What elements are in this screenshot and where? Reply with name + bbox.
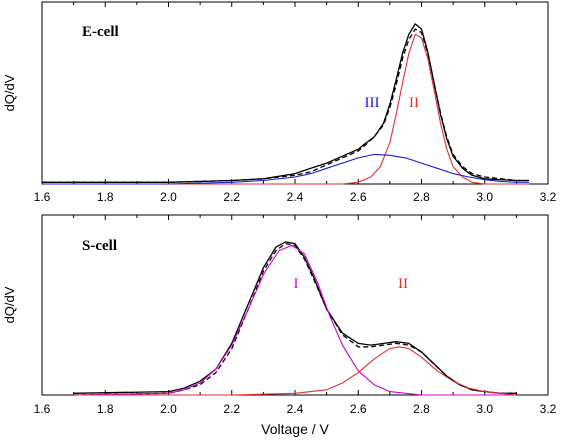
x-tick-label: 2.4 <box>287 190 304 204</box>
peak-label: III <box>365 95 380 111</box>
series-line-2 <box>42 28 529 183</box>
series-line-1 <box>42 23 529 183</box>
x-tick-label: 1.6 <box>34 190 51 204</box>
peak-label: I <box>294 276 299 292</box>
x-tick-label: 1.6 <box>34 402 51 416</box>
x-tick-label: 1.8 <box>97 190 114 204</box>
series-line-3 <box>73 244 517 396</box>
x-tick-label: 1.8 <box>97 402 114 416</box>
x-tick-label: 2.0 <box>160 190 177 204</box>
x-tick-label: 2.2 <box>223 402 240 416</box>
x-tick-label: 2.6 <box>350 190 367 204</box>
series-line-4 <box>73 346 517 396</box>
series-line-3 <box>42 33 529 185</box>
plot-frame <box>41 214 549 396</box>
x-tick-label: 2.2 <box>223 190 240 204</box>
series-line-1 <box>73 241 517 394</box>
x-tick-label: 2.0 <box>160 402 177 416</box>
x-tick-label: 3.0 <box>476 190 493 204</box>
panel-1: 1.6 1.8 2.0 2.2 2.4 2.6 2.8 3.0 3.2 dQ/dV E-cell II… <box>2 1 557 204</box>
x-tick-label: 2.8 <box>413 190 430 204</box>
series-line-2 <box>73 242 517 396</box>
y-axis-label: dQ/dV <box>2 74 17 111</box>
peak-label: II <box>398 276 408 292</box>
x-tick-label: 3.0 <box>476 402 493 416</box>
panel-title: S-cell <box>82 238 117 254</box>
x-tick-label: 2.4 <box>287 402 304 416</box>
peak-label: II <box>409 95 419 111</box>
series-line-4 <box>42 153 529 185</box>
y-axis-label: dQ/dV <box>2 286 17 323</box>
x-tick-label: 2.6 <box>350 402 367 416</box>
x-tick-label: 3.2 <box>540 402 557 416</box>
x-axis-label: Voltage / V <box>261 421 329 437</box>
panel-title: E-cell <box>82 24 119 40</box>
x-tick-label: 3.2 <box>540 190 557 204</box>
panel-2: 1.6 1.8 2.0 2.2 2.4 2.6 2.8 3.0 3.2 dQ/dV Voltage … <box>2 214 557 437</box>
x-tick-label: 2.8 <box>413 402 430 416</box>
